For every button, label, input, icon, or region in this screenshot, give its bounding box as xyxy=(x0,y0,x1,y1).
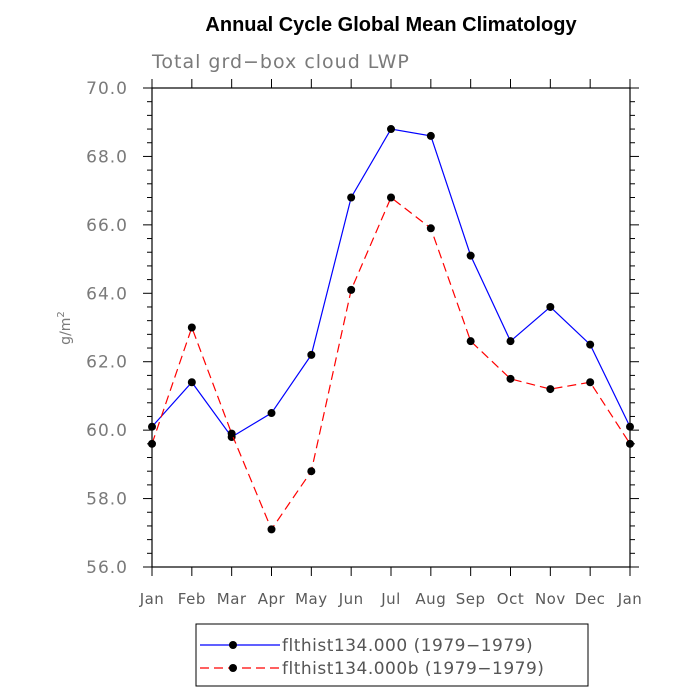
y-tick-label: 62.0 xyxy=(86,353,128,373)
x-tick-labels: Jan Feb Mar Apr May Jun Jul Aug Sep Oct Nov Dec Jan xyxy=(139,590,643,608)
x-tick-label: Jun xyxy=(338,590,364,608)
x-tick-label: Mar xyxy=(217,590,247,608)
x-tick-label: Nov xyxy=(535,590,566,608)
data-point xyxy=(546,302,555,311)
legend: flthist134.000 (1979−1979) flthist134.000… xyxy=(195,623,589,687)
axis-ticks xyxy=(143,79,639,576)
data-point xyxy=(267,525,276,534)
data-point xyxy=(506,337,515,346)
y-tick-labels: 56.0 58.0 60.0 62.0 64.0 66.0 68.0 70.0 xyxy=(86,79,128,578)
legend-marker xyxy=(229,664,237,672)
series-1 xyxy=(148,125,634,441)
chart-title: Annual Cycle Global Mean Climatology xyxy=(205,14,577,36)
series-layer xyxy=(148,125,634,534)
data-point xyxy=(187,323,196,332)
data-point xyxy=(586,378,595,387)
y-axis-label: g/m2 xyxy=(56,311,74,345)
data-point xyxy=(148,439,156,448)
series-line xyxy=(151,196,631,531)
data-point xyxy=(426,131,435,140)
data-point xyxy=(148,422,156,431)
x-tick-label: Sep xyxy=(456,590,486,608)
x-tick-label: May xyxy=(295,590,328,608)
x-tick-label: Dec xyxy=(575,590,606,608)
data-point xyxy=(227,429,236,438)
svg-text:g/m2: g/m2 xyxy=(56,311,74,345)
series-line xyxy=(151,128,631,438)
x-tick-label: Apr xyxy=(258,590,286,608)
x-tick-label: Jul xyxy=(380,590,401,608)
x-tick-label: Feb xyxy=(178,590,206,608)
data-point xyxy=(466,251,475,260)
data-point xyxy=(307,350,316,359)
plot-area-frame xyxy=(151,87,631,568)
legend-box xyxy=(195,623,589,687)
y-tick-label: 58.0 xyxy=(86,490,128,510)
data-point xyxy=(626,422,634,431)
y-axis-label-exponent: 2 xyxy=(56,311,67,317)
data-point xyxy=(466,337,475,346)
data-point xyxy=(626,439,634,448)
data-point xyxy=(347,193,356,202)
y-tick-label: 70.0 xyxy=(86,79,128,99)
data-point xyxy=(387,193,395,202)
data-point xyxy=(307,467,316,476)
data-point xyxy=(387,125,395,134)
data-point xyxy=(347,285,356,294)
y-tick-label: 68.0 xyxy=(86,147,128,167)
legend-entry: flthist134.000 (1979−1979) xyxy=(200,636,533,656)
data-point xyxy=(426,224,435,233)
y-axis-label-unit: g/m xyxy=(58,318,74,345)
data-point xyxy=(546,385,555,394)
legend-entry: flthist134.000b (1979−1979) xyxy=(200,659,544,679)
legend-marker xyxy=(229,641,237,649)
y-tick-label: 56.0 xyxy=(86,558,128,578)
chart-subtitle: Total grd−box cloud LWP xyxy=(151,51,410,73)
x-tick-label: Aug xyxy=(415,590,446,608)
y-tick-label: 66.0 xyxy=(86,216,128,236)
x-tick-label: Jan xyxy=(617,590,643,608)
legend-label: flthist134.000 (1979−1979) xyxy=(282,636,533,656)
data-point xyxy=(187,378,196,387)
data-point xyxy=(506,374,515,383)
x-tick-label: Oct xyxy=(497,590,524,608)
y-tick-label: 60.0 xyxy=(86,421,128,441)
data-point xyxy=(586,340,595,349)
y-tick-label: 64.0 xyxy=(86,284,128,304)
data-point xyxy=(267,409,276,418)
series-2 xyxy=(148,193,634,534)
legend-label: flthist134.000b (1979−1979) xyxy=(282,659,544,679)
x-tick-label: Jan xyxy=(139,590,165,608)
